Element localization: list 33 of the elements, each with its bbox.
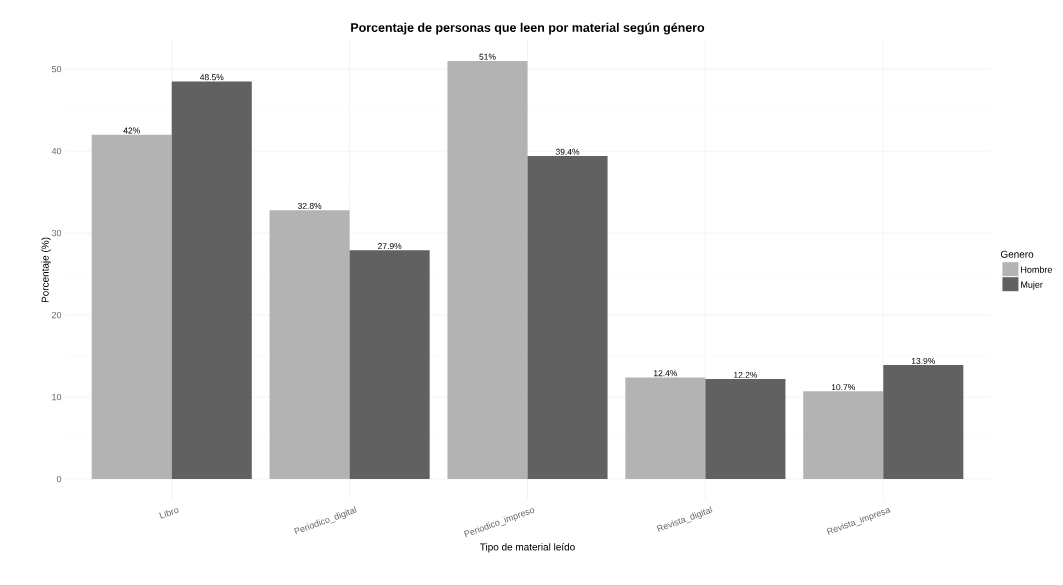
legend-title: Genero (1000, 250, 1034, 258)
data-label: 12.2% (734, 371, 758, 378)
data-label: 39.4% (555, 148, 580, 155)
bar (625, 377, 706, 480)
data-label: 32.8% (297, 202, 322, 209)
y-axis-title: Porcentaje (%) (41, 237, 51, 303)
data-label: 48.5% (199, 74, 224, 81)
data-label: 42% (123, 127, 140, 134)
bar (803, 391, 884, 480)
bar (447, 60, 528, 480)
bar (527, 156, 608, 480)
legend-label: Hombre (1021, 266, 1052, 273)
x-tick-label: Libro (159, 508, 179, 519)
data-label: 12.4% (654, 370, 678, 377)
bar (171, 81, 252, 480)
y-tick-label: 30 (51, 229, 62, 237)
y-tick-label: 0 (56, 475, 62, 483)
y-tick-label: 10 (52, 393, 62, 401)
data-label: 27.9% (378, 243, 402, 250)
y-tick-label: 50 (51, 65, 62, 73)
y-tick-label: 40 (51, 147, 62, 155)
y-tick-label: 20 (51, 311, 62, 319)
bar (883, 365, 964, 480)
data-label: 13.9% (911, 357, 936, 364)
data-label: 51% (479, 53, 496, 60)
bar (705, 379, 786, 480)
bar (269, 210, 350, 480)
bar (349, 250, 430, 480)
legend-label: Mujer (1021, 281, 1043, 290)
chart-title: Porcentaje de personas que leen por material según género (351, 22, 705, 35)
data-label: 10.7% (831, 384, 855, 391)
x-axis-title: Tipo de material leído (480, 543, 575, 553)
bar (91, 134, 172, 480)
